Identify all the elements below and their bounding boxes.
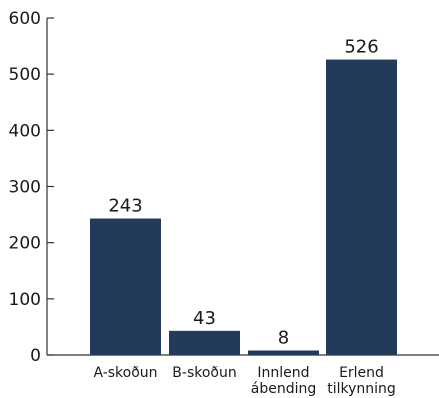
x-category-label: tilkynning	[327, 381, 396, 397]
data-label: 43	[193, 308, 216, 329]
y-tick-label: 300	[9, 178, 41, 198]
data-label: 8	[278, 328, 289, 349]
x-category-label: Innlend	[257, 365, 309, 381]
y-tick-label: 400	[9, 121, 41, 141]
x-category-label: B-skoðun	[172, 365, 236, 381]
y-tick-label: 0	[30, 346, 41, 366]
bar	[169, 331, 240, 355]
bar	[248, 351, 319, 355]
x-category-label: A-skoðun	[93, 365, 157, 381]
y-tick-label: 200	[9, 234, 41, 254]
y-tick-label: 600	[9, 9, 41, 29]
y-tick-label: 500	[9, 65, 41, 85]
data-label: 243	[108, 196, 142, 217]
data-label: 526	[344, 37, 378, 58]
y-tick-label: 100	[9, 290, 41, 310]
x-category-label: ábending	[251, 381, 317, 397]
x-category-label: Erlend	[339, 365, 384, 381]
bar	[326, 60, 397, 355]
bar	[90, 219, 161, 355]
